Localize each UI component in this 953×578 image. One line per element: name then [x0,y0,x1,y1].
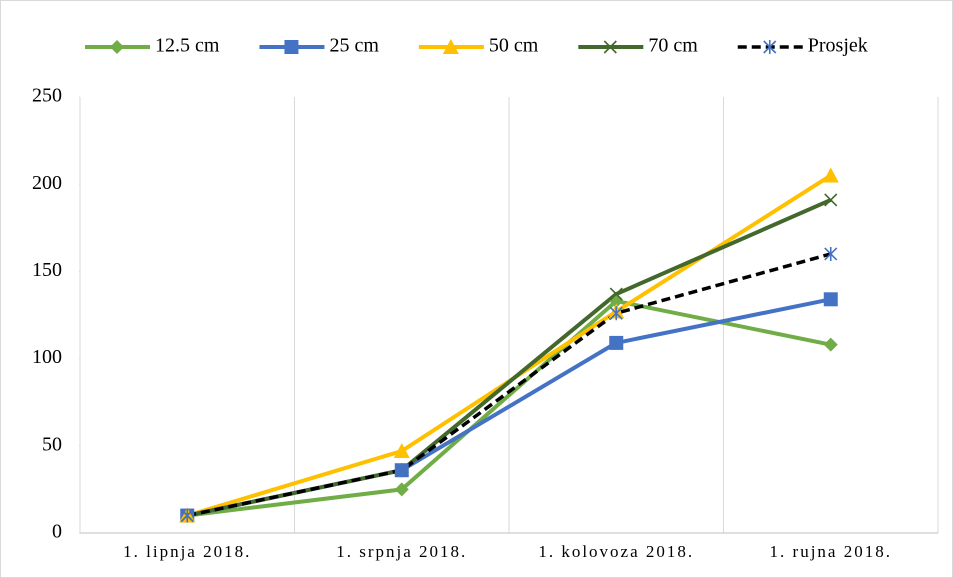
marker [284,40,299,54]
y-tick-label: 200 [32,172,62,194]
marker [823,337,838,352]
x-tick-label: 1. lipnja 2018. [123,542,251,561]
marker [180,508,194,523]
y-tick-label: 250 [32,85,62,107]
series-line [186,198,832,518]
marker [393,443,410,459]
x-tick-label: 1. srpnja 2018. [336,542,467,561]
marker [609,335,624,350]
marker [822,167,839,183]
marker [394,482,409,497]
marker [823,292,838,307]
y-tick-label: 150 [32,259,62,281]
x-tick-label: 1. kolovoza 2018. [538,542,694,561]
x-tick-label: 1. rujna 2018. [770,542,892,561]
legend-label: 50 cm [489,35,539,57]
legend-label: 12.5 cm [155,35,220,57]
legend-label: 25 cm [329,35,379,57]
legend-label: Prosjek [808,35,868,57]
marker [110,40,124,54]
marker [824,246,838,261]
y-tick-label: 0 [52,521,62,543]
marker [609,287,623,301]
series-line [186,252,832,518]
marker [824,193,838,207]
legend: 12.5 cm 25 cm 50 cm 70 cm Prosjek [85,35,868,57]
marker [603,40,617,54]
marker [395,463,409,478]
marker [442,39,459,54]
y-tick-label: 50 [42,433,62,455]
marker [763,40,777,54]
y-tick-label: 100 [32,346,62,368]
legend-label: 70 cm [648,35,698,57]
marker [609,306,623,321]
